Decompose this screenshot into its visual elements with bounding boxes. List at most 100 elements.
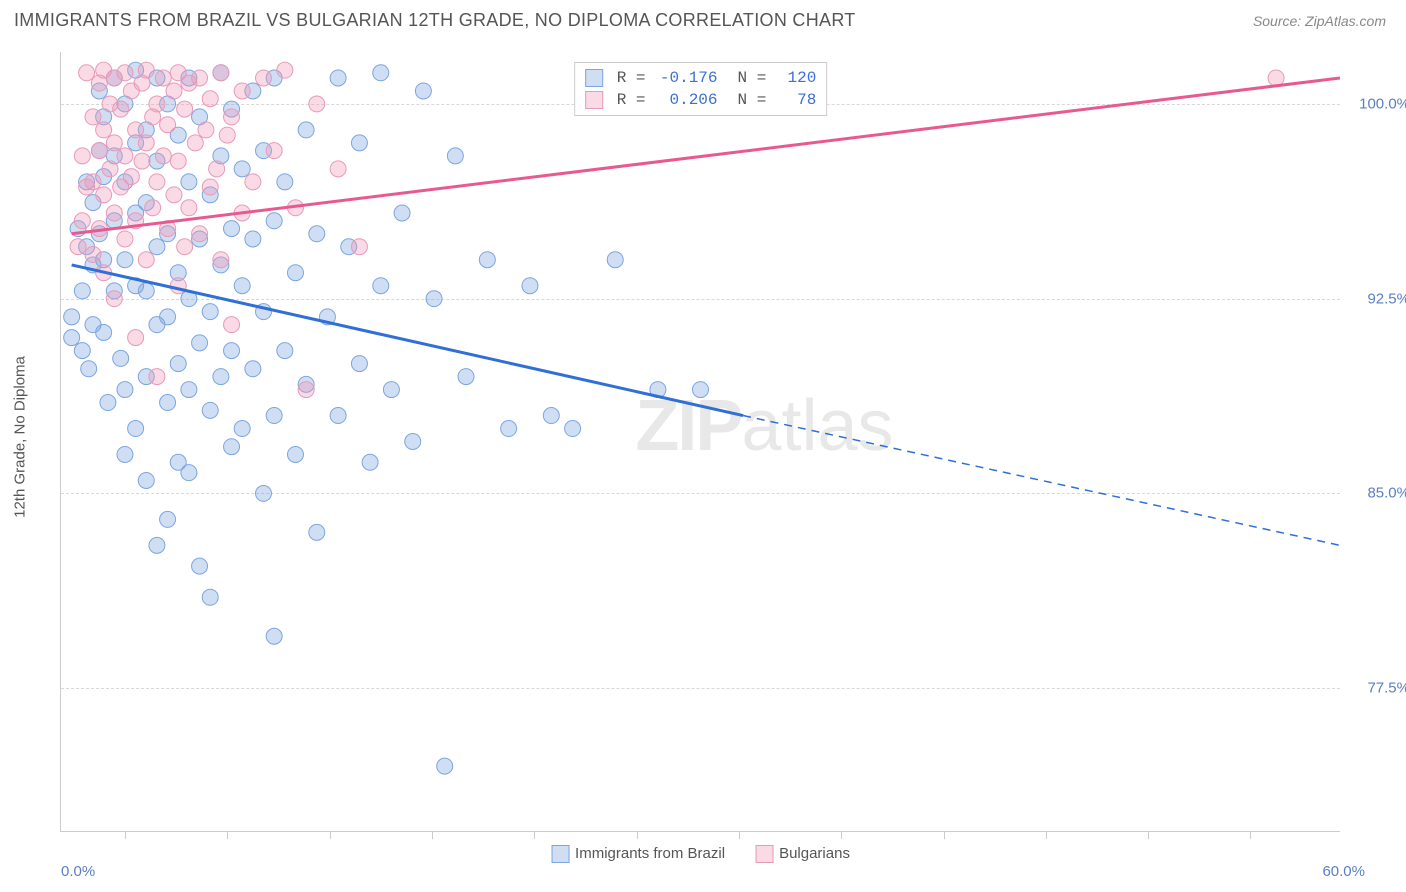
x-tick xyxy=(739,831,740,839)
data-point xyxy=(192,70,208,86)
data-point xyxy=(149,537,165,553)
data-point xyxy=(160,395,176,411)
data-point xyxy=(145,200,161,216)
data-point xyxy=(192,226,208,242)
data-point xyxy=(277,174,293,190)
data-point xyxy=(117,231,133,247)
data-point xyxy=(209,161,225,177)
y-tick-label: 92.5% xyxy=(1367,290,1406,307)
data-point xyxy=(415,83,431,99)
data-point xyxy=(149,96,165,112)
data-point xyxy=(458,369,474,385)
y-tick-label: 77.5% xyxy=(1367,680,1406,697)
data-point xyxy=(266,628,282,644)
data-point xyxy=(106,291,122,307)
data-point xyxy=(160,309,176,325)
data-point xyxy=(213,252,229,268)
legend-swatch xyxy=(755,845,773,863)
data-point xyxy=(234,83,250,99)
data-point xyxy=(373,278,389,294)
data-point xyxy=(202,304,218,320)
scatter-svg xyxy=(61,52,1340,831)
data-point xyxy=(234,421,250,437)
data-point xyxy=(149,174,165,190)
data-point xyxy=(351,135,367,151)
data-point xyxy=(106,205,122,221)
data-point xyxy=(85,247,101,263)
data-point xyxy=(113,350,129,366)
data-point xyxy=(181,465,197,481)
data-point xyxy=(309,96,325,112)
x-tick xyxy=(1148,831,1149,839)
x-tick xyxy=(1250,831,1251,839)
data-point xyxy=(138,252,154,268)
data-point xyxy=(245,361,261,377)
data-point xyxy=(565,421,581,437)
data-point xyxy=(330,70,346,86)
data-point xyxy=(155,148,171,164)
data-point xyxy=(234,161,250,177)
data-point xyxy=(96,324,112,340)
trend-line xyxy=(72,265,743,416)
x-tick xyxy=(227,831,228,839)
data-point xyxy=(177,101,193,117)
data-point xyxy=(607,252,623,268)
data-point xyxy=(330,161,346,177)
y-tick-label: 85.0% xyxy=(1367,485,1406,502)
data-point xyxy=(219,127,235,143)
data-point xyxy=(394,205,410,221)
data-point xyxy=(202,589,218,605)
data-point xyxy=(138,62,154,78)
x-tick xyxy=(1046,831,1047,839)
data-point xyxy=(117,148,133,164)
data-point xyxy=(166,83,182,99)
legend-item: Immigrants from Brazil xyxy=(551,845,725,863)
data-point xyxy=(224,221,240,237)
legend-label: Bulgarians xyxy=(779,845,850,862)
plot-area: 100.0%92.5%85.0%77.5% ZIPatlas R =-0.176… xyxy=(60,52,1340,832)
data-point xyxy=(106,135,122,151)
trend-line-extrapolated xyxy=(743,416,1340,546)
data-point xyxy=(351,356,367,372)
legend-label: Immigrants from Brazil xyxy=(575,845,725,862)
source-link[interactable]: ZipAtlas.com xyxy=(1305,13,1386,29)
data-point xyxy=(479,252,495,268)
data-point xyxy=(96,122,112,138)
data-point xyxy=(181,382,197,398)
data-point xyxy=(298,122,314,138)
data-point xyxy=(309,524,325,540)
data-point xyxy=(102,161,118,177)
data-point xyxy=(245,231,261,247)
data-point xyxy=(74,283,90,299)
data-point xyxy=(383,382,399,398)
data-point xyxy=(309,226,325,242)
data-point xyxy=(256,485,272,501)
data-point xyxy=(181,200,197,216)
data-point xyxy=(501,421,517,437)
chart-title: IMMIGRANTS FROM BRAZIL VS BULGARIAN 12TH… xyxy=(14,10,856,31)
data-point xyxy=(170,356,186,372)
data-point xyxy=(192,558,208,574)
series-legend: Immigrants from Brazil Bulgarians xyxy=(551,845,850,863)
x-tick xyxy=(432,831,433,839)
x-tick xyxy=(534,831,535,839)
data-point xyxy=(266,143,282,159)
data-point xyxy=(134,153,150,169)
data-point xyxy=(85,109,101,125)
source-attribution: Source: ZipAtlas.com xyxy=(1253,13,1386,29)
data-point xyxy=(79,65,95,81)
y-axis-label: 12th Grade, No Diploma xyxy=(12,356,29,518)
data-point xyxy=(128,421,144,437)
legend-item: Bulgarians xyxy=(755,845,850,863)
data-point xyxy=(245,174,261,190)
data-point xyxy=(181,174,197,190)
data-point xyxy=(160,511,176,527)
x-min-label: 0.0% xyxy=(61,863,95,880)
data-point xyxy=(64,309,80,325)
data-point xyxy=(74,148,90,164)
data-point xyxy=(437,758,453,774)
data-point xyxy=(224,343,240,359)
data-point xyxy=(117,382,133,398)
data-point xyxy=(277,62,293,78)
y-tick-label: 100.0% xyxy=(1359,95,1406,112)
